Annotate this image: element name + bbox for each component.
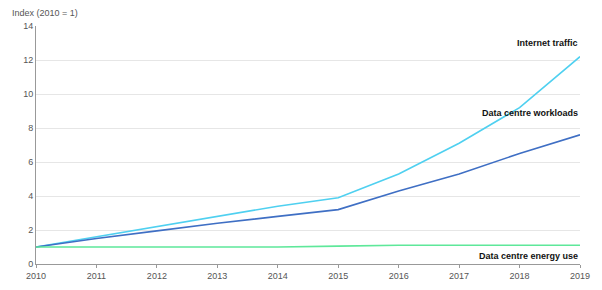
svg-text:12: 12 <box>23 55 33 65</box>
svg-text:2016: 2016 <box>389 271 409 281</box>
svg-text:2019: 2019 <box>570 271 590 281</box>
svg-text:0: 0 <box>28 259 33 269</box>
svg-text:2015: 2015 <box>328 271 348 281</box>
svg-text:10: 10 <box>23 89 33 99</box>
svg-text:6: 6 <box>28 157 33 167</box>
svg-text:2017: 2017 <box>449 271 469 281</box>
svg-text:2013: 2013 <box>207 271 227 281</box>
svg-text:8: 8 <box>28 123 33 133</box>
svg-text:2018: 2018 <box>510 271 530 281</box>
svg-text:2014: 2014 <box>268 271 288 281</box>
svg-text:Data centre workloads: Data centre workloads <box>482 108 578 118</box>
svg-text:2011: 2011 <box>87 271 106 281</box>
svg-text:4: 4 <box>28 191 33 201</box>
svg-text:2: 2 <box>28 225 33 235</box>
svg-text:Index (2010 = 1): Index (2010 = 1) <box>12 8 78 18</box>
svg-text:2012: 2012 <box>147 271 167 281</box>
svg-text:2010: 2010 <box>26 271 46 281</box>
svg-text:Data centre energy use: Data centre energy use <box>479 251 578 261</box>
svg-text:14: 14 <box>23 21 33 31</box>
svg-text:Internet traffic: Internet traffic <box>517 38 578 48</box>
